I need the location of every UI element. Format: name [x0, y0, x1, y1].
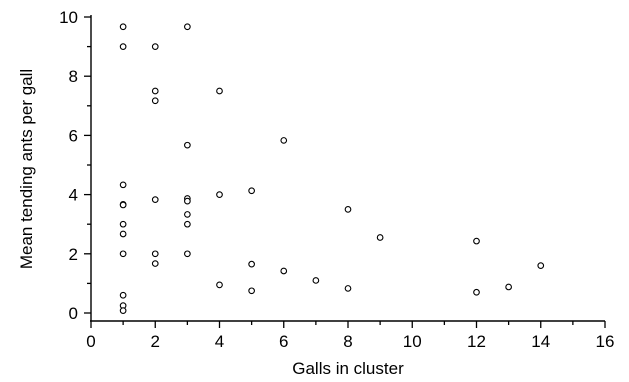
x-tick-label: 16: [596, 332, 615, 351]
data-point: [119, 201, 127, 209]
y-tick-label: 6: [69, 126, 78, 145]
data-point: [280, 137, 288, 144]
x-tick-label: 14: [531, 332, 550, 351]
y-tick-label: 2: [69, 245, 78, 264]
x-tick-label: 0: [86, 332, 95, 351]
data-point: [505, 283, 512, 291]
tick-labels: 0 2 4 6 8 10 12 14 16 0 2 4 6 8 10: [59, 8, 614, 351]
data-point: [248, 260, 255, 268]
data-point: [344, 285, 352, 292]
tick-marks: [84, 16, 606, 328]
data-point: [537, 262, 545, 269]
data-point: [119, 250, 127, 258]
x-tick-label: 10: [403, 332, 422, 351]
data-point: [119, 307, 127, 314]
data-point: [216, 191, 223, 198]
data-point: [216, 87, 223, 95]
data-point: [312, 277, 320, 284]
data-point: [184, 197, 191, 205]
data-point: [151, 250, 159, 258]
y-tick-label: 10: [59, 8, 78, 27]
data-point: [184, 220, 191, 228]
data-point: [151, 260, 159, 267]
data-point: [151, 196, 159, 203]
x-tick-label: 6: [279, 332, 288, 351]
data-point: [119, 43, 127, 50]
data-point: [473, 237, 480, 245]
data-point: [376, 234, 384, 241]
data-point: [119, 230, 127, 238]
data-point: [184, 250, 191, 258]
data-point: [473, 288, 480, 296]
data-point: [151, 87, 159, 95]
data-point: [119, 291, 127, 299]
x-tick-label: 12: [467, 332, 486, 351]
data-points: [119, 23, 545, 314]
data-point: [119, 23, 127, 31]
data-point: [248, 187, 255, 195]
x-tick-label: 8: [343, 332, 352, 351]
x-tick-label: 2: [151, 332, 160, 351]
data-point: [184, 211, 191, 218]
data-point: [248, 287, 255, 295]
data-point: [184, 141, 191, 149]
data-point: [344, 206, 352, 213]
y-tick-label: 0: [69, 304, 78, 323]
data-point: [280, 267, 288, 275]
y-axis-title: Mean tending ants per gall: [17, 69, 36, 269]
data-point: [184, 23, 191, 31]
data-point: [216, 281, 223, 289]
data-point: [151, 43, 159, 50]
y-tick-label: 4: [69, 186, 78, 205]
x-tick-label: 4: [215, 332, 224, 351]
data-point: [119, 181, 127, 189]
data-point: [119, 220, 127, 228]
data-point: [151, 97, 159, 105]
y-tick-label: 8: [69, 67, 78, 86]
axes: [90, 15, 605, 322]
x-axis-title: Galls in cluster: [292, 359, 404, 378]
